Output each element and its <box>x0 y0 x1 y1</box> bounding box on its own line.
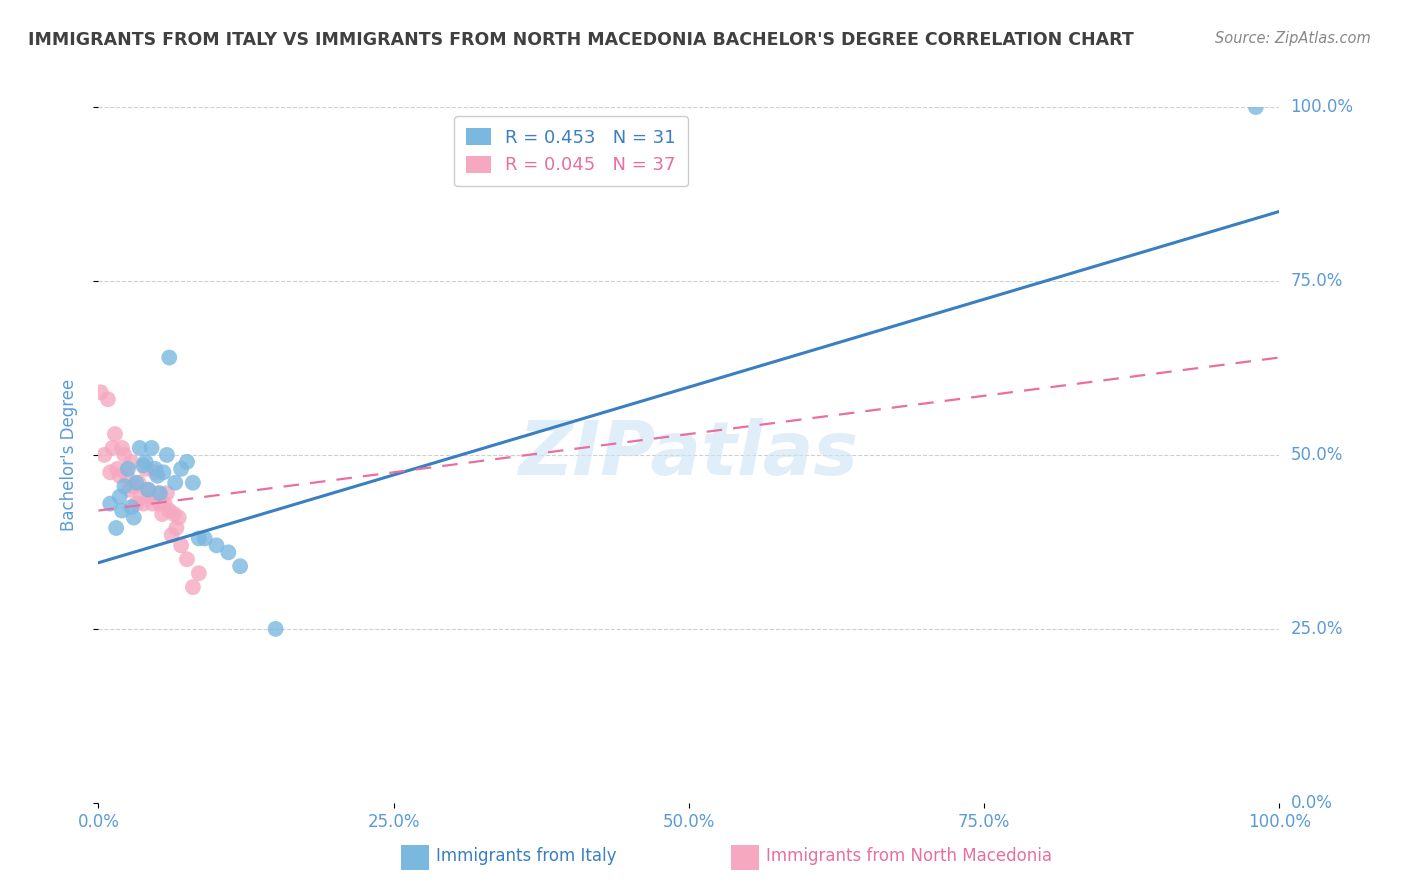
Point <box>229 559 252 574</box>
Point <box>105 521 128 535</box>
Point <box>163 507 186 521</box>
Point <box>125 475 148 490</box>
Point <box>165 521 187 535</box>
Point <box>118 483 141 497</box>
Point <box>97 392 120 407</box>
Point <box>146 468 169 483</box>
Point <box>264 622 287 636</box>
Point <box>136 483 159 497</box>
Point <box>146 486 169 500</box>
Point <box>128 475 150 490</box>
Point <box>128 441 150 455</box>
Point <box>129 490 152 504</box>
Point <box>143 466 166 480</box>
Point <box>112 448 135 462</box>
Point <box>150 507 173 521</box>
Point <box>157 351 180 365</box>
Point <box>122 479 145 493</box>
Point <box>167 510 190 524</box>
Text: IMMIGRANTS FROM ITALY VS IMMIGRANTS FROM NORTH MACEDONIA BACHELOR'S DEGREE CORRE: IMMIGRANTS FROM ITALY VS IMMIGRANTS FROM… <box>28 31 1133 49</box>
Point <box>1244 100 1267 114</box>
Text: 25.0%: 25.0% <box>1291 620 1343 638</box>
Point <box>117 462 139 476</box>
Point <box>187 566 209 581</box>
Point <box>98 466 121 480</box>
Point <box>105 462 128 476</box>
Text: 0.0%: 0.0% <box>1291 794 1333 812</box>
Y-axis label: Bachelor's Degree: Bachelor's Degree <box>59 379 77 531</box>
Text: 100.0%: 100.0% <box>1291 98 1354 116</box>
Point <box>111 503 134 517</box>
Text: ZIPatlas: ZIPatlas <box>519 418 859 491</box>
Point <box>152 466 174 480</box>
Point <box>101 441 124 455</box>
Point <box>90 385 112 400</box>
Point <box>121 455 143 469</box>
Point <box>176 455 198 469</box>
Point <box>194 532 217 546</box>
Point <box>160 528 183 542</box>
Point <box>93 448 115 462</box>
Point <box>108 490 131 504</box>
Point <box>135 462 157 476</box>
Text: 75.0%: 75.0% <box>1291 272 1343 290</box>
Point <box>142 497 165 511</box>
Point <box>135 455 157 469</box>
Text: Immigrants from North Macedonia: Immigrants from North Macedonia <box>766 847 1052 865</box>
Point <box>149 486 172 500</box>
Point <box>156 448 179 462</box>
Point <box>143 462 166 476</box>
Point <box>115 468 138 483</box>
Point <box>170 462 193 476</box>
Point <box>136 483 159 497</box>
Point <box>132 458 155 473</box>
Point <box>141 441 163 455</box>
Text: Source: ZipAtlas.com: Source: ZipAtlas.com <box>1215 31 1371 46</box>
Point <box>149 497 172 511</box>
Point <box>108 468 131 483</box>
Point <box>112 479 135 493</box>
Point <box>165 475 187 490</box>
Point <box>122 510 145 524</box>
Point <box>98 497 121 511</box>
Point <box>205 538 228 552</box>
Point <box>181 580 204 594</box>
Point <box>125 497 148 511</box>
Point <box>156 486 179 500</box>
Point <box>121 500 143 514</box>
Point <box>111 441 134 455</box>
Point <box>153 497 176 511</box>
Point <box>170 538 193 552</box>
Point <box>181 475 204 490</box>
Point <box>217 545 239 559</box>
Legend: R = 0.453   N = 31, R = 0.045   N = 37: R = 0.453 N = 31, R = 0.045 N = 37 <box>454 116 688 186</box>
Point <box>187 532 209 546</box>
Text: 50.0%: 50.0% <box>1291 446 1343 464</box>
Point <box>176 552 198 566</box>
Point <box>104 427 127 442</box>
Point <box>139 490 162 504</box>
Point <box>157 503 180 517</box>
Text: Immigrants from Italy: Immigrants from Italy <box>436 847 616 865</box>
Point <box>132 497 155 511</box>
